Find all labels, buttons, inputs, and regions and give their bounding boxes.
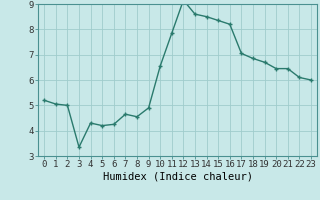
X-axis label: Humidex (Indice chaleur): Humidex (Indice chaleur): [103, 172, 252, 182]
